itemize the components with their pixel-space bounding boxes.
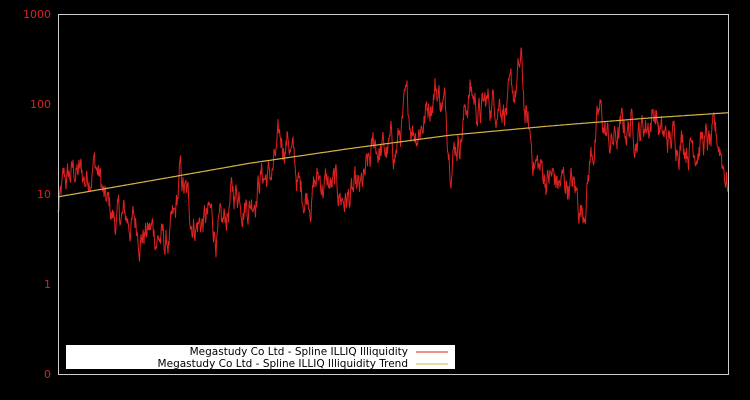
illiquidity-line <box>57 47 729 262</box>
plot-frame <box>58 14 729 375</box>
legend: Megastudy Co Ltd - Spline ILLIQ Illiquid… <box>66 345 455 370</box>
trend-line <box>57 112 729 198</box>
legend-box <box>66 345 455 369</box>
legend-label-illiquidity: Megastudy Co Ltd - Spline ILLIQ Illiquid… <box>190 346 408 358</box>
legend-label-trend: Megastudy Co Ltd - Spline ILLIQ Illiquid… <box>158 358 408 370</box>
y-tick-label: 10 <box>37 188 51 201</box>
y-tick-label: 100 <box>30 98 51 111</box>
y-tick-label: 1000 <box>23 8 51 21</box>
y-tick-label: 1 <box>44 278 51 291</box>
trend-series <box>57 112 729 198</box>
illiquidity-series <box>57 47 729 262</box>
y-tick-label: 0 <box>44 368 51 381</box>
